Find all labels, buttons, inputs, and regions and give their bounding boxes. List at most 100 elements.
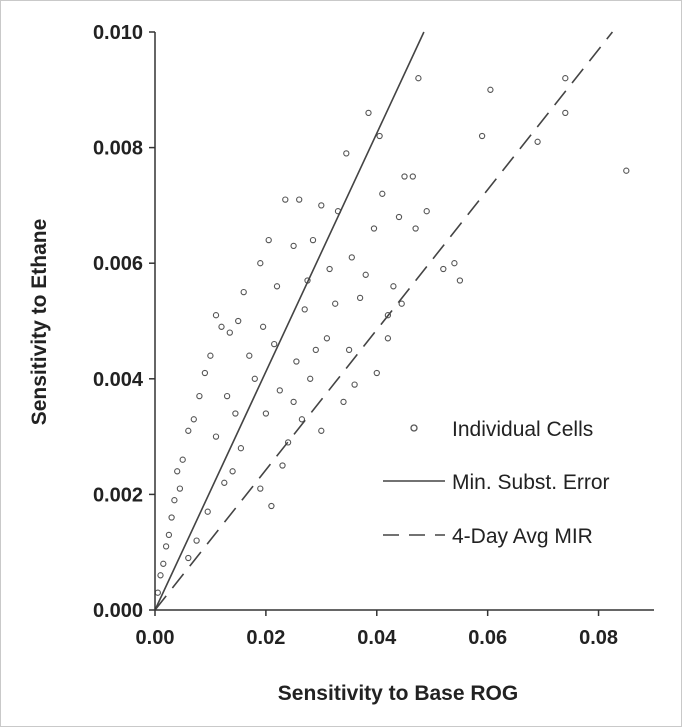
data-point: [412, 225, 419, 232]
data-point: [362, 271, 369, 278]
data-point: [384, 335, 392, 342]
legend-label-min-subst-error: Min. Subst. Error: [452, 471, 610, 494]
data-point: [487, 86, 494, 93]
x-tick-label: 0.02: [246, 627, 285, 649]
data-point: [323, 335, 331, 342]
data-point: [201, 369, 209, 377]
data-point: [456, 277, 464, 284]
data-point: [157, 572, 164, 579]
axes-layer: [154, 32, 654, 611]
data-point: [265, 236, 272, 244]
data-point: [348, 254, 355, 261]
data-point: [171, 497, 178, 504]
data-point: [232, 410, 239, 417]
data-point: [356, 294, 364, 302]
data-point: [423, 208, 430, 215]
data-point: [370, 225, 378, 232]
data-point: [268, 502, 275, 510]
data-point: [409, 173, 416, 180]
data-point: [401, 173, 408, 180]
legend-label-individual-cells: Individual Cells: [452, 418, 593, 441]
data-point: [534, 138, 541, 145]
data-point: [318, 202, 325, 209]
legend-marker-individual-cells: [410, 424, 418, 432]
data-point: [326, 265, 333, 273]
data-point: [276, 387, 283, 394]
data-point: [168, 514, 175, 521]
data-point: [273, 283, 281, 290]
y-tick-label: 0.004: [93, 369, 144, 391]
y-tick-label: 0.000: [93, 600, 143, 622]
min-subst-error-line: [154, 31, 425, 611]
data-point: [365, 109, 372, 117]
data-point: [345, 346, 353, 354]
data-point: [351, 381, 358, 388]
data-point: [312, 346, 319, 354]
data-point: [179, 456, 186, 463]
legend: Individual Cells Min. Subst. Error 4-Day…: [383, 418, 610, 548]
y-tick-label: 0.002: [93, 484, 143, 506]
data-point: [257, 485, 264, 492]
data-point: [562, 109, 569, 117]
data-point: [262, 410, 270, 417]
data-point: [398, 300, 405, 307]
data-point: [318, 427, 325, 434]
data-point: [271, 340, 278, 348]
data-point: [176, 485, 184, 492]
data-point: [185, 554, 192, 562]
data-point: [373, 369, 380, 377]
data-point: [190, 416, 197, 423]
x-tick-label: 0.08: [579, 627, 618, 649]
data-point: [246, 352, 253, 359]
data-point: [440, 265, 447, 273]
data-point: [229, 468, 236, 475]
x-axis-title: Sensitivity to Base ROG: [278, 682, 518, 705]
data-point: [309, 236, 317, 244]
data-point: [296, 196, 303, 203]
data-point: [395, 213, 403, 221]
x-tick-label: 0.06: [468, 627, 507, 649]
data-point: [160, 560, 167, 567]
data-point: [251, 375, 258, 382]
data-point: [478, 132, 486, 140]
data-point: [290, 398, 297, 406]
y-axis-title: Sensitivity to Ethane: [28, 219, 51, 426]
data-point: [384, 312, 392, 319]
data-point: [226, 329, 233, 336]
data-point: [332, 300, 339, 307]
data-point: [240, 288, 247, 296]
data-point: [257, 260, 264, 267]
data-point: [218, 323, 225, 330]
data-point: [390, 283, 397, 290]
data-point: [193, 537, 200, 544]
data-point: [185, 427, 192, 434]
data-point: [282, 196, 289, 203]
data-point: [221, 479, 228, 486]
data-point: [162, 543, 170, 550]
data-point: [212, 312, 220, 319]
data-point: [207, 352, 214, 359]
data-point: [562, 75, 569, 82]
data-point: [298, 416, 306, 423]
data-point: [204, 508, 211, 515]
data-point: [623, 167, 630, 174]
data-point: [293, 358, 300, 365]
points-layer: [154, 75, 630, 596]
data-point: [259, 323, 267, 330]
data-point: [307, 375, 314, 382]
data-point: [235, 317, 242, 325]
data-point: [343, 150, 350, 157]
data-point: [415, 75, 422, 82]
data-point: [223, 392, 231, 400]
x-tick-label: 0.04: [357, 627, 397, 649]
data-point: [196, 392, 203, 400]
4-day-avg-mir-line: [154, 31, 614, 611]
data-point: [379, 190, 386, 197]
data-point: [212, 433, 220, 440]
data-point: [237, 445, 245, 452]
data-point: [279, 462, 286, 469]
data-point: [340, 398, 347, 406]
legend-label-4-day-avg-mir: 4-Day Avg MIR: [452, 525, 593, 548]
data-point: [290, 242, 297, 250]
